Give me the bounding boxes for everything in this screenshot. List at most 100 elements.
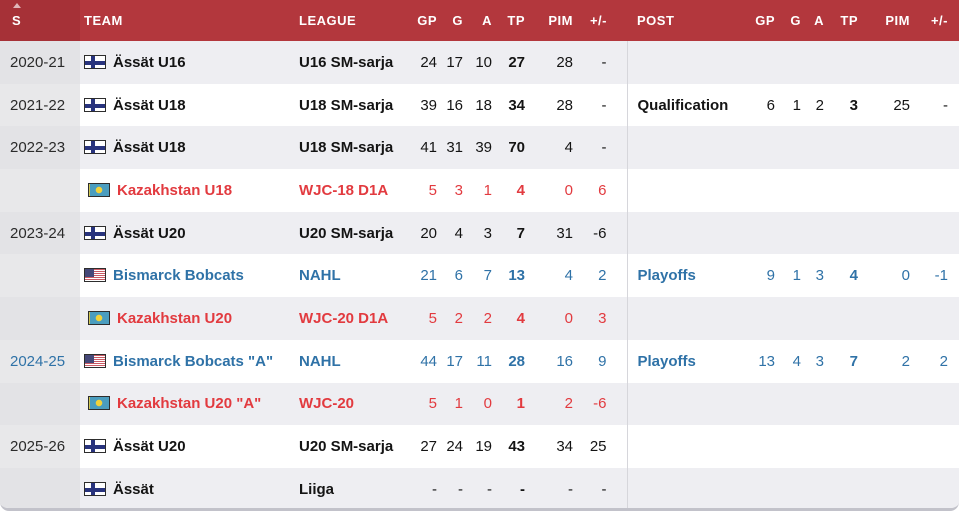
team-link[interactable]: Ässät U18 — [80, 83, 295, 127]
post-stat-value — [781, 41, 807, 84]
column-header-a[interactable]: A — [469, 0, 498, 41]
team-link[interactable]: Kazakhstan U18 — [80, 169, 295, 212]
team-link[interactable]: Kazakhstan U20 "A" — [80, 382, 295, 426]
stat-value: 24 — [443, 425, 469, 468]
league-link[interactable]: WJC-20 — [295, 382, 413, 426]
column-header-league[interactable]: LEAGUE — [295, 0, 413, 41]
league-link[interactable]: U18 SM-sarja — [295, 83, 413, 127]
season-label: 2025-26 — [0, 425, 80, 468]
stat-value: 28 — [531, 83, 579, 127]
team-name: Ässät U20 — [113, 224, 186, 242]
stat-value: 21 — [413, 254, 443, 298]
postseason-label — [626, 126, 742, 170]
postseason-label — [626, 211, 742, 255]
team-name: Ässät U18 — [113, 139, 186, 157]
team-link[interactable]: Ässät U20 — [80, 425, 295, 468]
team-name: Kazakhstan U20 "A" — [117, 395, 262, 413]
post-stat-value: 4 — [830, 254, 864, 298]
season-label: 2020-21 — [0, 41, 80, 84]
stat-value: 28 — [498, 339, 531, 383]
stat-value: - — [443, 467, 469, 508]
post-stat-value — [807, 382, 830, 426]
stat-value: 17 — [443, 41, 469, 84]
league-link[interactable]: WJC-18 D1A — [295, 169, 413, 212]
post-stat-value — [830, 382, 864, 426]
league-link[interactable]: U16 SM-sarja — [295, 41, 413, 84]
post-stat-value — [781, 467, 807, 508]
post-stat-value: 6 — [742, 83, 781, 127]
post-stat-value — [781, 169, 807, 212]
usa-flag-icon — [84, 268, 106, 283]
team-link[interactable]: Bismarck Bobcats "A" — [80, 339, 295, 383]
team-link[interactable]: Ässät U20 — [80, 211, 295, 255]
post-stat-value: 13 — [742, 339, 781, 383]
column-header-pm2[interactable]: +/- — [916, 0, 959, 41]
column-header-pim2[interactable]: PIM — [864, 0, 916, 41]
stat-value: - — [579, 83, 627, 127]
team-link[interactable]: Ässät U16 — [80, 41, 295, 84]
league-link[interactable]: U20 SM-sarja — [295, 425, 413, 468]
column-header-team[interactable]: TEAM — [80, 0, 295, 41]
table-row: 2024-25 Bismarck Bobcats "A" NAHL 44 17 11 28 1… — [0, 339, 959, 383]
stat-value: 7 — [469, 254, 498, 298]
league-link[interactable]: U18 SM-sarja — [295, 126, 413, 170]
league-link[interactable]: U20 SM-sarja — [295, 211, 413, 255]
season-label — [0, 297, 80, 340]
post-stat-value — [742, 211, 781, 255]
post-stat-value — [916, 41, 959, 84]
post-stat-value: 2 — [916, 339, 959, 383]
column-header-pm[interactable]: +/- — [579, 0, 627, 41]
stat-value: 2 — [469, 297, 498, 340]
column-header-a2[interactable]: A — [807, 0, 830, 41]
team-link[interactable]: Bismarck Bobcats — [80, 254, 295, 298]
team-link[interactable]: Ässät U18 — [80, 126, 295, 170]
team-name: Bismarck Bobcats "A" — [113, 352, 274, 370]
league-link[interactable]: Liiga — [295, 467, 413, 508]
column-header-season[interactable]: S — [0, 0, 80, 41]
column-header-g[interactable]: G — [443, 0, 469, 41]
post-stat-value — [742, 467, 781, 508]
column-header-post[interactable]: POST — [627, 0, 742, 41]
stat-value: 17 — [443, 339, 469, 383]
post-stat-value: 9 — [742, 254, 781, 298]
post-stat-value: 3 — [807, 254, 830, 298]
column-header-gp2[interactable]: GP — [742, 0, 781, 41]
post-stat-value — [781, 382, 807, 426]
stat-value: 27 — [413, 425, 443, 468]
post-stat-value: 3 — [807, 339, 830, 383]
stat-value: 24 — [413, 41, 443, 84]
league-link[interactable]: NAHL — [295, 254, 413, 298]
post-stat-value — [864, 425, 916, 468]
stat-value: 4 — [443, 211, 469, 255]
season-label — [0, 254, 80, 298]
post-stat-value — [742, 425, 781, 468]
league-link[interactable]: WJC-20 D1A — [295, 297, 413, 340]
stat-value: 6 — [579, 169, 627, 212]
league-link[interactable]: NAHL — [295, 339, 413, 383]
postseason-label — [626, 425, 742, 468]
stat-value: 34 — [531, 425, 579, 468]
column-header-tp[interactable]: TP — [498, 0, 531, 41]
stat-value: 10 — [469, 41, 498, 84]
post-stat-value: 25 — [864, 83, 916, 127]
stat-value: - — [579, 467, 627, 508]
post-stat-value — [830, 425, 864, 468]
team-name: Ässät U20 — [113, 438, 186, 456]
column-header-pim[interactable]: PIM — [531, 0, 579, 41]
post-stat-value — [781, 297, 807, 340]
team-link[interactable]: Kazakhstan U20 — [80, 297, 295, 340]
team-name: Ässät U16 — [113, 53, 186, 71]
post-stat-value — [781, 211, 807, 255]
stat-value: 4 — [531, 126, 579, 170]
column-header-gp[interactable]: GP — [413, 0, 443, 41]
postseason-label: Playoffs — [626, 254, 742, 298]
stat-value: 0 — [531, 297, 579, 340]
post-stat-value — [830, 41, 864, 84]
column-header-tp2[interactable]: TP — [830, 0, 864, 41]
team-link[interactable]: Ässät — [80, 467, 295, 508]
season-label: 2023-24 — [0, 211, 80, 255]
stat-value: 41 — [413, 126, 443, 170]
column-header-g2[interactable]: G — [781, 0, 807, 41]
post-stat-value — [916, 211, 959, 255]
